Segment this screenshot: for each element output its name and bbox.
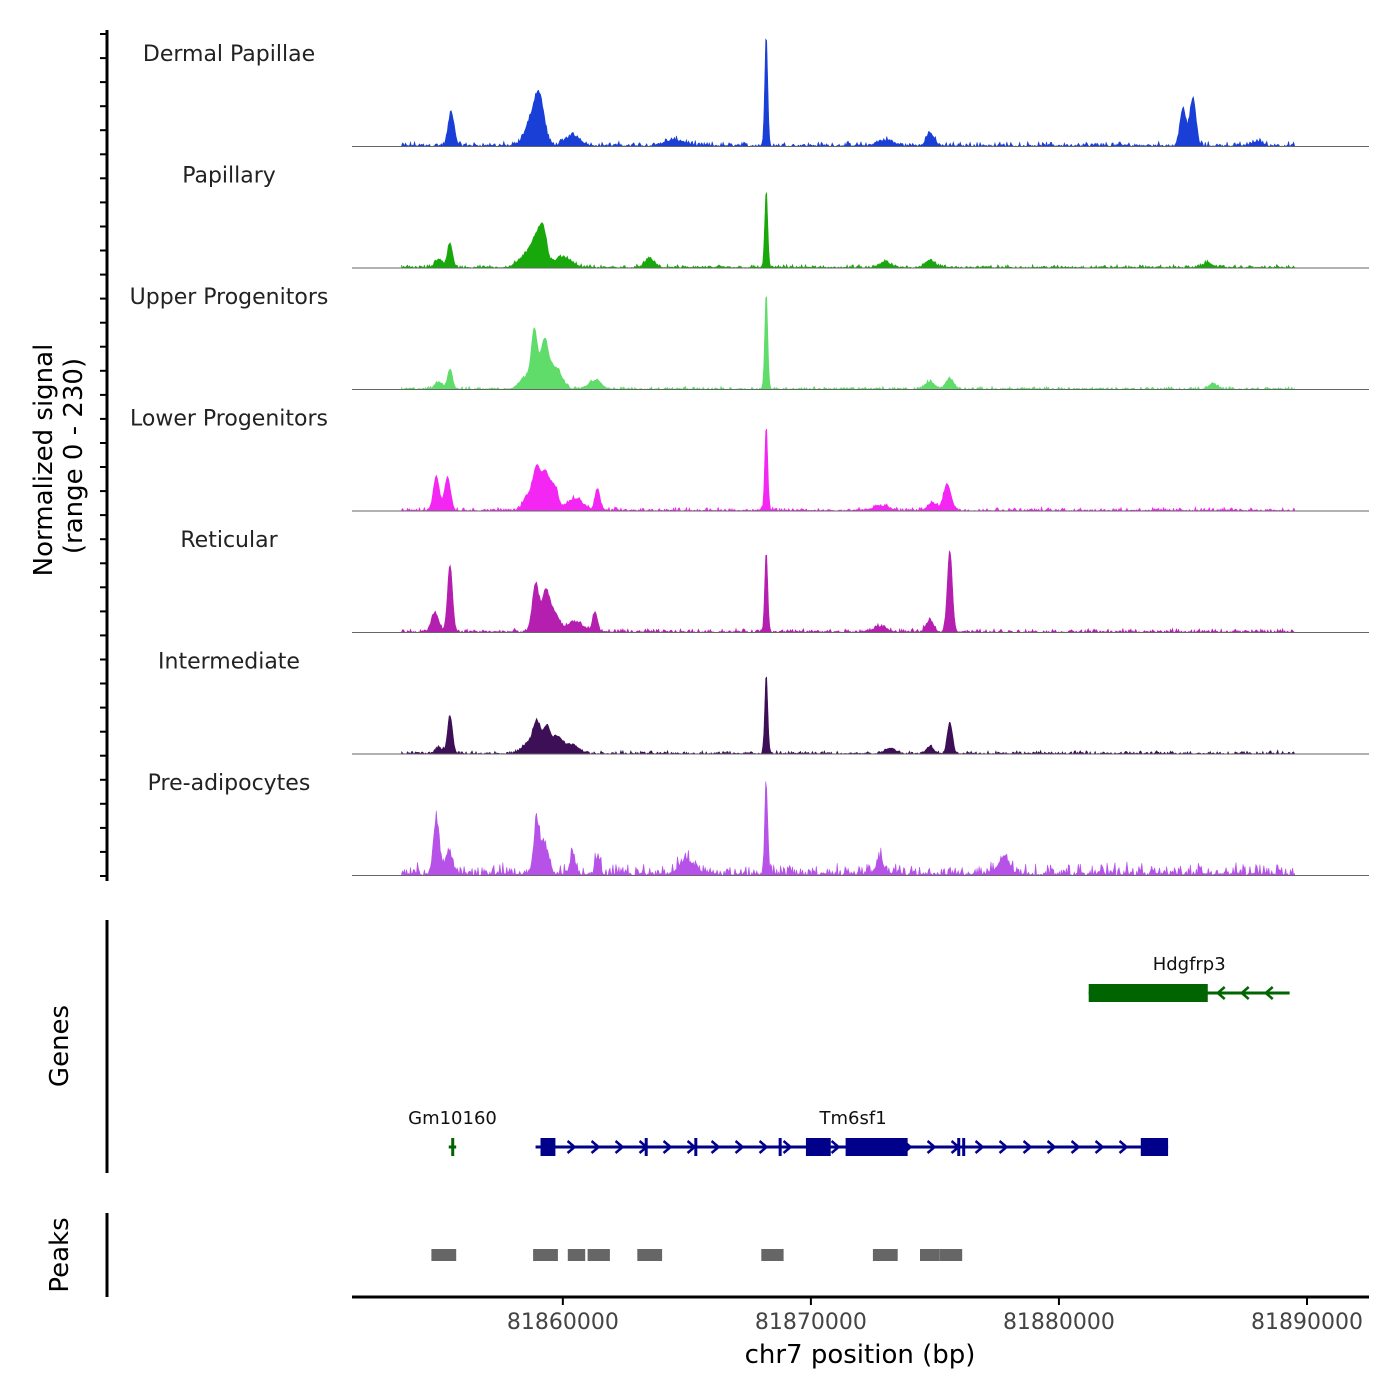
signal-y-axis bbox=[100, 30, 109, 881]
strand-arrow bbox=[926, 1140, 937, 1154]
gene-exon bbox=[644, 1138, 648, 1156]
gene-exon bbox=[540, 1138, 556, 1156]
track-dermal-papillae: Dermal Papillae bbox=[143, 38, 1369, 148]
coverage-area bbox=[401, 550, 1296, 634]
y-axis-range-label: (range 0 - 230) bbox=[59, 358, 89, 554]
x-axis-title: chr7 position (bp) bbox=[745, 1340, 976, 1370]
peak-region bbox=[939, 1249, 963, 1261]
coverage-area bbox=[401, 192, 1295, 269]
peak-region bbox=[637, 1249, 663, 1261]
genes-panel-label: Genes bbox=[45, 1005, 75, 1087]
gene-tm6sf1: Tm6sf1 bbox=[535, 1108, 1169, 1156]
track-upper-progenitors: Upper Progenitors bbox=[130, 285, 1369, 391]
gene-exon bbox=[1088, 984, 1208, 1002]
strand-arrow bbox=[1239, 986, 1250, 1000]
gene-label: Gm10160 bbox=[408, 1108, 497, 1129]
gene-label: Hdgfrp3 bbox=[1153, 954, 1226, 975]
gene-exon bbox=[451, 1138, 455, 1156]
strand-arrow bbox=[974, 1140, 985, 1154]
strand-arrow bbox=[830, 1140, 841, 1154]
strand-arrow bbox=[614, 1140, 625, 1154]
strand-arrow bbox=[1022, 1140, 1033, 1154]
strand-arrow bbox=[1215, 986, 1226, 1000]
x-tick-label: 81890000 bbox=[1251, 1310, 1363, 1335]
gene-label: Tm6sf1 bbox=[819, 1108, 887, 1129]
strand-arrow bbox=[1118, 1140, 1129, 1154]
peak-region bbox=[567, 1249, 586, 1261]
peak-region bbox=[872, 1249, 898, 1261]
strand-arrow bbox=[734, 1140, 745, 1154]
coverage-area bbox=[401, 676, 1295, 755]
track-papillary: Papillary bbox=[182, 163, 1369, 269]
gene-exon bbox=[962, 1138, 966, 1156]
peak-region bbox=[587, 1249, 610, 1261]
coverage-area bbox=[401, 296, 1295, 391]
coverage-area bbox=[401, 781, 1295, 877]
x-tick-label: 81880000 bbox=[1003, 1310, 1115, 1335]
x-tick-label: 81870000 bbox=[755, 1310, 867, 1335]
gene-hdgfrp3: Hdgfrp3 bbox=[1088, 954, 1290, 1002]
peak-region bbox=[533, 1249, 558, 1261]
strand-arrow bbox=[1094, 1140, 1105, 1154]
strand-arrow bbox=[758, 1140, 769, 1154]
x-tick-label: 81860000 bbox=[507, 1310, 619, 1335]
strand-arrow bbox=[1263, 986, 1274, 1000]
gene-exon bbox=[778, 1138, 782, 1156]
x-axis: 81860000 81870000 81880000 81890000 bbox=[352, 1295, 1369, 1335]
gene-exon bbox=[1140, 1138, 1169, 1156]
gene-exon bbox=[845, 1138, 908, 1156]
strand-arrow bbox=[566, 1140, 577, 1154]
coverage-tracks: Dermal Papillae Papillary Upper Progenitor… bbox=[130, 38, 1369, 877]
track-label: Lower Progenitors bbox=[130, 406, 328, 431]
coverage-area bbox=[401, 38, 1295, 148]
peaks-panel: Peaks bbox=[45, 1213, 963, 1297]
peak-region bbox=[920, 1249, 940, 1261]
gene-exon bbox=[694, 1138, 698, 1156]
track-reticular: Reticular bbox=[180, 528, 1369, 634]
strand-arrow bbox=[998, 1140, 1009, 1154]
peak-region bbox=[761, 1249, 784, 1261]
gene-annotation-panel: Genes Hdgfrp3 Gm10160 Tm6sf1 bbox=[45, 920, 1290, 1173]
gene-exon bbox=[805, 1138, 831, 1156]
peaks-panel-label: Peaks bbox=[45, 1217, 75, 1292]
strand-arrow bbox=[662, 1140, 673, 1154]
gene-exon bbox=[957, 1138, 961, 1156]
track-label: Reticular bbox=[180, 528, 278, 553]
gene-gm10160: Gm10160 bbox=[408, 1108, 497, 1156]
strand-arrow bbox=[710, 1140, 721, 1154]
track-label: Papillary bbox=[182, 163, 276, 188]
track-label: Upper Progenitors bbox=[130, 285, 329, 310]
peak-region bbox=[431, 1249, 457, 1261]
coverage-area bbox=[401, 428, 1295, 512]
y-axis-title: Normalized signal bbox=[29, 344, 59, 577]
track-pre-adipocytes: Pre-adipocytes bbox=[148, 771, 1369, 877]
track-label: Pre-adipocytes bbox=[148, 771, 311, 796]
track-lower-progenitors: Lower Progenitors bbox=[130, 406, 1369, 512]
track-label: Dermal Papillae bbox=[143, 42, 315, 67]
track-label: Intermediate bbox=[158, 649, 300, 674]
strand-arrow bbox=[1070, 1140, 1081, 1154]
strand-arrow bbox=[590, 1140, 601, 1154]
strand-arrow bbox=[782, 1140, 793, 1154]
track-intermediate: Intermediate bbox=[158, 649, 1369, 755]
strand-arrow bbox=[1046, 1140, 1057, 1154]
